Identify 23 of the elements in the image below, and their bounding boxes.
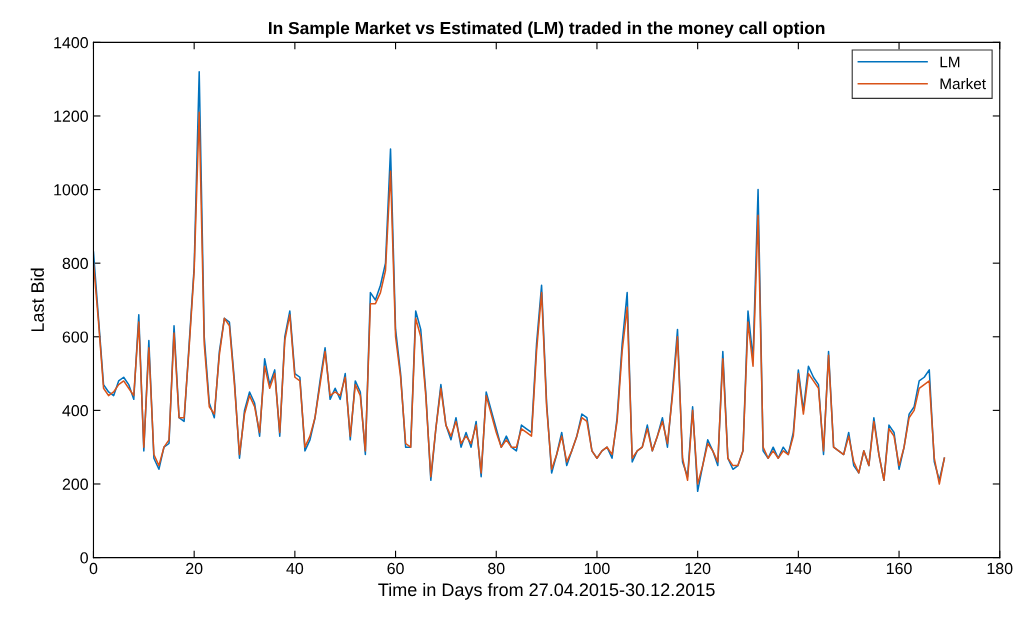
y-tick-label: 200 xyxy=(62,478,88,490)
x-tick-label: 60 xyxy=(387,562,404,575)
x-tick-label: 80 xyxy=(488,562,505,575)
x-tick-label: 100 xyxy=(584,562,610,575)
x-axis-title: Time in Days from 27.04.2015-30.12.2015 xyxy=(378,582,715,600)
x-tick-label: 0 xyxy=(89,562,98,575)
x-tick-label: 40 xyxy=(286,562,304,575)
chart-title: In Sample Market vs Estimated (LM) traded in the money call option xyxy=(268,21,825,38)
y-tick-label: 800 xyxy=(62,257,88,270)
legend-label: Market xyxy=(940,77,986,90)
x-tick-label: 140 xyxy=(786,562,812,575)
x-tick-label: 120 xyxy=(685,562,711,575)
y-tick-label: 1200 xyxy=(54,110,88,122)
y-tick-label: 0 xyxy=(80,552,88,564)
y-tick-label: 600 xyxy=(62,331,88,343)
y-tick-label: 1400 xyxy=(54,37,88,49)
x-tick-label: 160 xyxy=(886,562,912,575)
y-axis-title: Last Bid xyxy=(30,268,44,332)
y-tick-label: 400 xyxy=(62,405,88,417)
legend-label: LM xyxy=(940,56,960,68)
x-tick-label: 180 xyxy=(987,562,1013,575)
x-tick-label: 20 xyxy=(186,562,203,575)
y-tick-label: 1000 xyxy=(54,184,88,196)
